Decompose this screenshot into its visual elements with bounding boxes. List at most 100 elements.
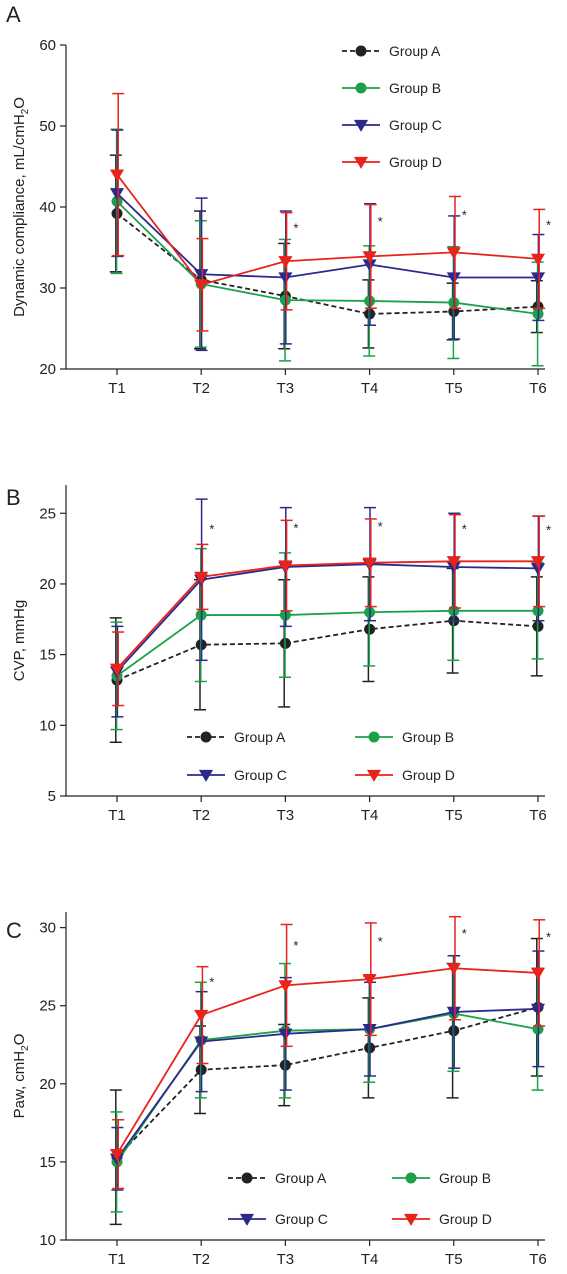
data-point (278, 272, 293, 285)
legend: Group A Group C Group B Group D (228, 1170, 492, 1227)
significance-marker: * (378, 214, 383, 229)
data-point (194, 571, 209, 584)
legend-marker (353, 156, 369, 169)
y-tick-label: 25 (39, 998, 56, 1015)
series-line (116, 192, 538, 279)
legend-marker (405, 1172, 417, 1184)
chart-panel-a: A 20 30 40 50 60 T1 T2 T3 T4 T5 T6 Dynamic complianc… (6, 2, 551, 397)
y-tick-label: 50 (39, 118, 56, 135)
series-group-c (109, 129, 546, 352)
series-group-a (109, 154, 544, 350)
series-line (116, 1012, 539, 1163)
series-line (116, 212, 539, 315)
series-group-b (110, 128, 544, 367)
data-point (530, 1003, 546, 1016)
data-point (530, 556, 546, 569)
x-tick-label: T5 (445, 807, 463, 824)
significance-marker: * (462, 208, 467, 223)
x-tick-label: T2 (192, 380, 210, 397)
significance-marker: * (546, 218, 551, 233)
data-point (446, 556, 461, 569)
data-point (194, 279, 209, 292)
x-tick-label: T4 (361, 1251, 379, 1268)
data-point (362, 1023, 377, 1037)
x-tick-label: T3 (277, 1251, 295, 1268)
data-point (109, 663, 125, 676)
data-point (530, 253, 546, 266)
legend-label: Group B (389, 80, 441, 96)
y-tick-label: 15 (39, 1154, 56, 1171)
significance-marker: * (293, 938, 298, 953)
x-tick-label: T2 (192, 1251, 210, 1268)
y-tick-label: 5 (48, 788, 56, 805)
legend-label: Group C (389, 117, 442, 133)
y-tick-label: 40 (39, 199, 56, 216)
legend-label: Group A (275, 1170, 327, 1186)
y-axis-label: CVP, mmHg (11, 600, 28, 681)
legend-marker (198, 769, 214, 782)
data-point (530, 967, 546, 980)
significance-marker: * (546, 930, 551, 945)
series-line (116, 1007, 539, 1160)
legend-label: Group D (389, 154, 442, 170)
x-tick-label: T6 (529, 380, 547, 397)
series-line (116, 1006, 539, 1158)
y-tick-label: 25 (39, 505, 56, 522)
data-point (278, 256, 293, 269)
significance-marker: * (378, 934, 383, 949)
series-line (116, 967, 539, 1155)
legend: Group A Group C Group B Group D (187, 729, 455, 783)
significance-marker: * (462, 522, 467, 537)
data-point (530, 272, 546, 285)
x-tick-label: T2 (192, 807, 210, 824)
x-tick-label: T5 (445, 380, 463, 397)
data-point (194, 269, 209, 282)
series-group-b (110, 547, 544, 731)
y-tick-label: 60 (39, 37, 56, 54)
series-line (116, 174, 539, 286)
series-line (116, 563, 539, 673)
significance-marker: * (209, 974, 214, 989)
y-tick-label: 30 (39, 280, 56, 297)
x-tick-label: T5 (445, 1251, 463, 1268)
series-line (116, 200, 539, 315)
panel-label: B (6, 485, 21, 510)
legend-marker (200, 731, 212, 743)
x-tick-label: T1 (108, 1251, 126, 1268)
data-point (194, 1036, 209, 1049)
significance-marker: * (293, 520, 298, 535)
significance-marker: * (462, 926, 467, 941)
significance-marker: * (209, 521, 214, 536)
y-tick-label: 20 (39, 576, 56, 593)
y-tick-label: 30 (39, 920, 56, 937)
data-point (278, 1028, 293, 1041)
legend-marker (239, 1213, 255, 1226)
y-tick-label: 10 (39, 717, 56, 734)
y-tick-label: 10 (39, 1232, 56, 1249)
panel-label: C (6, 918, 22, 943)
y-axis-label: Paw, cmH2O (11, 1034, 31, 1119)
x-tick-label: T1 (108, 807, 126, 824)
significance-marker: * (546, 522, 551, 537)
y-tick-label: 20 (39, 361, 56, 378)
series-group-d (109, 915, 546, 1190)
panel-label: A (6, 2, 21, 27)
legend: Group A Group B Group C Group D (342, 43, 442, 170)
x-tick-label: T3 (277, 807, 295, 824)
legend-marker (355, 82, 367, 94)
legend-label: Group B (402, 729, 454, 745)
series-group-d (109, 513, 546, 707)
x-tick-label: T6 (529, 807, 547, 824)
x-tick-label: T3 (277, 380, 295, 397)
data-point (362, 974, 377, 987)
legend-marker (355, 45, 367, 57)
significance-marker: * (293, 221, 298, 236)
series-group-c (109, 950, 546, 1191)
legend-label: Group D (402, 767, 455, 783)
data-point (446, 1006, 461, 1019)
series-group-a (109, 567, 544, 744)
series-line (116, 619, 539, 681)
chart-panel-b: B 5 10 15 20 25 T1 T2 T3 T4 T5 T6 CVP, mmHg * * * * * Grou… (6, 485, 551, 824)
legend-label: Group B (439, 1170, 491, 1186)
